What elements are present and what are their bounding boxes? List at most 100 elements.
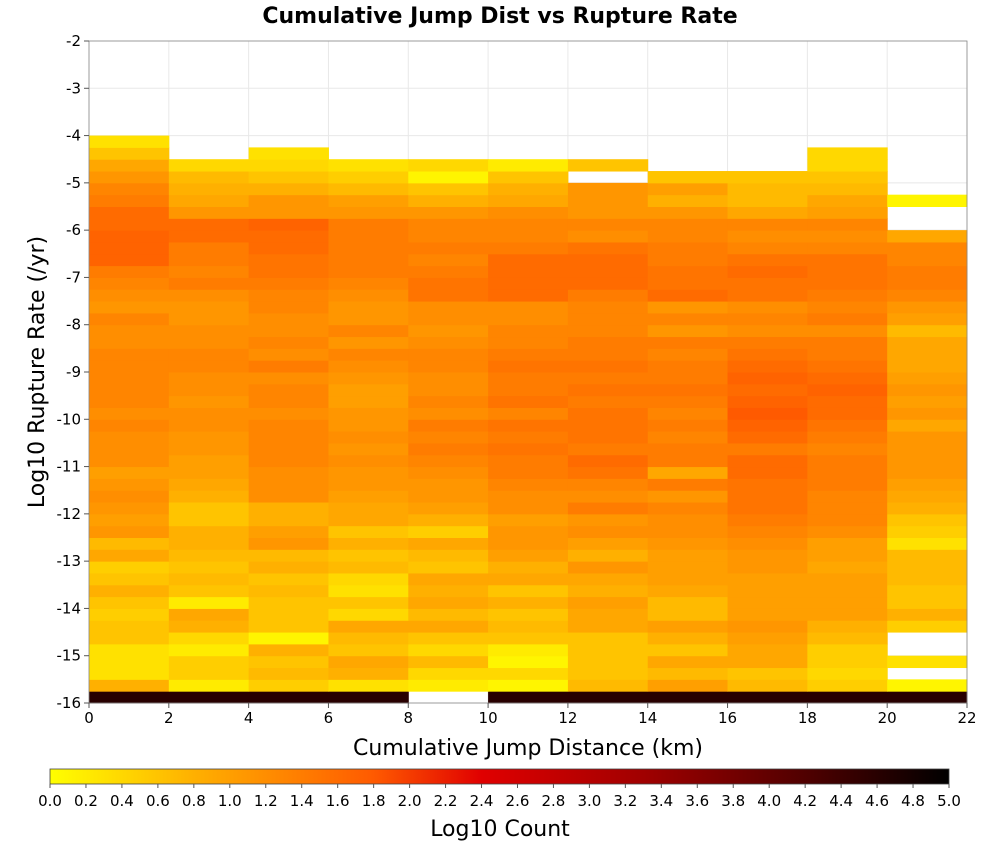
heatmap-cell (488, 596, 569, 609)
heatmap-cell (567, 407, 649, 420)
heatmap-cell (807, 620, 888, 633)
heatmap-cell (328, 502, 409, 515)
heatmap-cell (488, 442, 569, 456)
heatmap-cell (89, 561, 170, 574)
heatmap-cell (89, 324, 170, 338)
heatmap-cell (408, 289, 489, 302)
heatmap-cell (168, 643, 250, 657)
heatmap-cell (408, 348, 489, 361)
heatmap-cell (248, 620, 329, 633)
heatmap-cell (89, 289, 170, 302)
heatmap-cell (567, 360, 649, 373)
heatmap-cell (807, 395, 888, 408)
colorbar-ticks: 0.0 0.2 0.4 0.6 0.8 1.0 1.2 1.4 1.6 1.8 2.0 2.2 2.4 2… (38, 784, 961, 810)
heatmap-cell (647, 289, 729, 302)
x-tick-label: 12 (558, 709, 577, 727)
heatmap-cell (168, 655, 250, 669)
heatmap-cell (89, 135, 170, 148)
y-tick-label: -3 (66, 79, 81, 97)
heatmap-cell (408, 395, 489, 408)
heatmap-cell (408, 336, 489, 349)
heatmap-cell (807, 419, 888, 432)
heatmap-cell (647, 679, 729, 692)
heatmap-cell (488, 608, 569, 621)
heatmap-cell (807, 608, 888, 621)
heatmap-cell (248, 336, 329, 349)
colorbar-tick-label: 2.2 (434, 792, 458, 810)
heatmap-cell (89, 502, 170, 515)
heatmap-cell (887, 301, 968, 314)
heatmap-cell (408, 584, 489, 598)
heatmap-cell (807, 561, 888, 574)
heatmap-cell (328, 218, 409, 231)
heatmap-cell (807, 490, 888, 503)
heatmap-cell (567, 395, 649, 408)
heatmap-cell (647, 383, 729, 397)
heatmap-cell (887, 679, 968, 692)
heatmap-cell (647, 502, 729, 515)
heatmap-cell (89, 478, 170, 491)
heatmap-cell (727, 620, 808, 633)
heatmap-cell (248, 171, 329, 184)
heatmap-cell (89, 147, 170, 160)
heatmap-cell (328, 312, 409, 326)
heatmap-cell (168, 502, 250, 515)
heatmap-cell (887, 407, 968, 420)
heatmap-cell (248, 632, 329, 645)
colorbar-tick-label: 5.0 (937, 792, 961, 810)
heatmap-cell (408, 679, 489, 692)
heatmap-cell (887, 572, 968, 586)
heatmap-cell (328, 301, 409, 314)
heatmap-cell (248, 478, 329, 491)
colorbar-tick-label: 0.8 (182, 792, 206, 810)
heatmap-cell (727, 442, 808, 456)
colorbar-label: Log10 Count (430, 817, 570, 842)
heatmap-cell (488, 431, 569, 444)
heatmap-cell (248, 572, 329, 586)
heatmap-cell (887, 549, 968, 562)
heatmap-cell (408, 549, 489, 562)
heatmap-cell (727, 525, 808, 538)
chart-title: Cumulative Jump Dist vs Rupture Rate (262, 4, 737, 29)
heatmap-cell (328, 419, 409, 432)
heatmap-cell (807, 525, 888, 538)
heatmap-cell (807, 360, 888, 373)
heatmap-cell (488, 277, 569, 290)
heatmap-cell (567, 442, 649, 456)
heatmap-cell (647, 490, 729, 503)
heatmap-cell (408, 241, 489, 255)
heatmap-cell (248, 667, 329, 680)
colorbar-tick-label: 1.2 (254, 792, 278, 810)
heatmap-cell (887, 419, 968, 432)
colorbar-tick-label: 3.6 (685, 792, 709, 810)
heatmap-cell (328, 584, 409, 598)
heatmap-cell (488, 643, 569, 657)
heatmap-cell (328, 206, 409, 219)
heatmap-cell (328, 171, 409, 184)
heatmap-cell (647, 454, 729, 468)
heatmap-cell (248, 241, 329, 255)
x-tick-label: 8 (403, 709, 413, 727)
heatmap-cell (647, 395, 729, 408)
heatmap-cell (488, 265, 569, 278)
colorbar-tick-label: 3.2 (613, 792, 637, 810)
heatmap-cell (887, 537, 968, 550)
heatmap-cell (408, 442, 489, 456)
heatmap-cell (89, 336, 170, 349)
heatmap-cell (408, 206, 489, 219)
heatmap-cell (887, 608, 968, 621)
heatmap-cell (567, 277, 649, 290)
heatmap-cell (887, 360, 968, 373)
heatmap-cell (488, 218, 569, 231)
heatmap-cell (408, 608, 489, 621)
heatmap-cell (89, 608, 170, 621)
heatmap-cell (168, 691, 250, 704)
x-axis-ticks: 0 2 4 6 8 10 12 14 16 18 20 22 (84, 703, 977, 727)
heatmap-cell (408, 324, 489, 338)
heatmap-cell (89, 383, 170, 397)
heatmap-cell (807, 182, 888, 196)
heatmap-cell (647, 265, 729, 278)
heatmap-cell (328, 643, 409, 657)
heatmap-cell (727, 182, 808, 196)
